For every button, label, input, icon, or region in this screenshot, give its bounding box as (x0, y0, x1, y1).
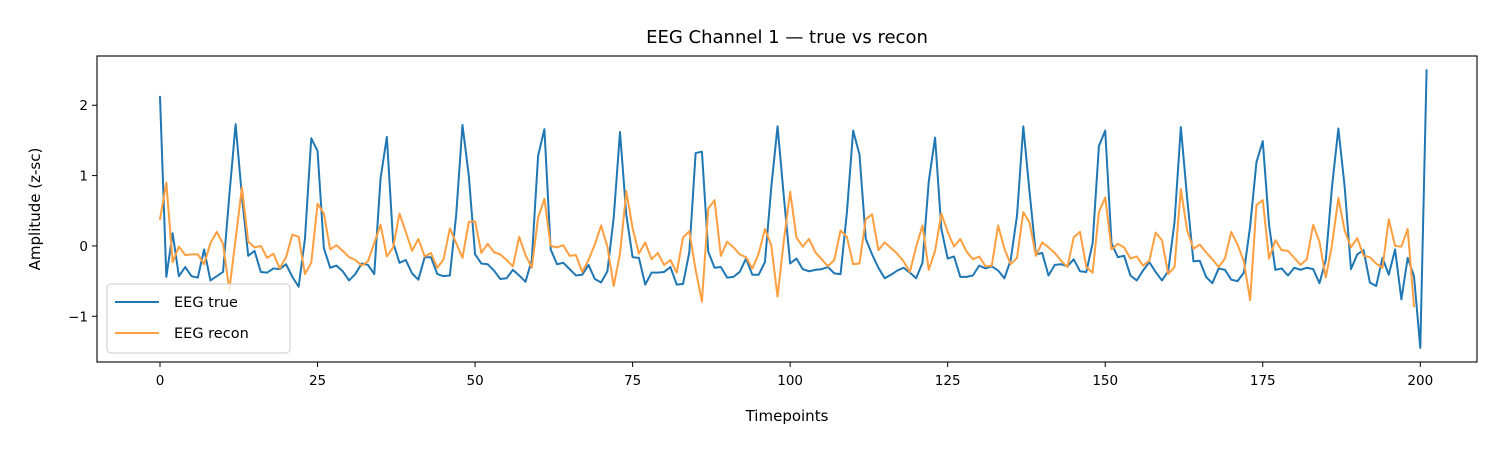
x-axis-label: Timepoints (745, 407, 829, 425)
x-tick-label: 50 (466, 373, 483, 389)
legend-label-eeg-true: EEG true (174, 295, 238, 311)
series-line-eeg-recon (159, 181, 1415, 308)
y-tick-label: 2 (79, 98, 88, 114)
legend-label-eeg-recon: EEG recon (174, 326, 249, 342)
x-tick-label: 100 (777, 373, 803, 389)
x-axis: 0 25 50 75 100 125 150 175 200 (156, 362, 1433, 389)
x-tick-label: 125 (935, 373, 961, 389)
chart-title: EEG Channel 1 — true vs recon (646, 27, 928, 48)
plot-area (96, 55, 1478, 363)
x-tick-label: 175 (1250, 373, 1276, 389)
series-layer (159, 69, 1428, 349)
y-tick-label: 1 (79, 169, 88, 185)
x-tick-label: 0 (156, 373, 165, 389)
y-axis: −1 0 1 2 (68, 98, 97, 325)
legend: EEG true EEG recon (106, 283, 291, 354)
y-tick-label: 0 (79, 239, 88, 255)
x-tick-label: 200 (1407, 373, 1433, 389)
x-tick-label: 150 (1092, 373, 1118, 389)
plot-frame (96, 55, 1478, 363)
x-tick-label: 75 (624, 373, 641, 389)
y-axis-label: Amplitude (z-sc) (26, 148, 44, 271)
series-line-eeg-true (159, 69, 1428, 349)
y-tick-label: −1 (68, 309, 88, 325)
x-tick-label: 25 (309, 373, 326, 389)
